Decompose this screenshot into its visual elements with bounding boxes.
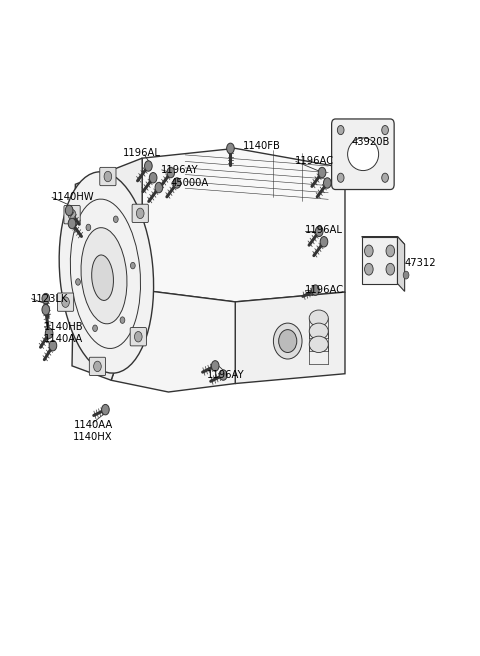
Circle shape: [42, 293, 49, 304]
Circle shape: [167, 167, 175, 178]
Circle shape: [337, 173, 344, 182]
Ellipse shape: [59, 172, 154, 373]
Circle shape: [120, 317, 125, 323]
Polygon shape: [235, 292, 345, 384]
Circle shape: [65, 205, 73, 216]
Circle shape: [382, 173, 388, 182]
Circle shape: [136, 208, 144, 218]
Circle shape: [312, 285, 319, 295]
Polygon shape: [397, 237, 405, 291]
FancyBboxPatch shape: [130, 327, 146, 346]
Polygon shape: [142, 148, 345, 302]
Text: 1196AC: 1196AC: [295, 156, 334, 167]
Polygon shape: [72, 158, 142, 380]
FancyBboxPatch shape: [132, 204, 148, 222]
Text: 1196AY: 1196AY: [161, 165, 199, 175]
Circle shape: [211, 361, 219, 371]
Text: 1196AL: 1196AL: [123, 148, 161, 158]
Text: 1140AA: 1140AA: [43, 334, 83, 344]
Circle shape: [86, 224, 91, 231]
Text: 1196AL: 1196AL: [304, 225, 342, 235]
Circle shape: [45, 328, 53, 338]
Ellipse shape: [348, 138, 379, 171]
Text: 1140HB: 1140HB: [43, 321, 83, 332]
Ellipse shape: [279, 329, 297, 352]
Circle shape: [364, 263, 373, 275]
Circle shape: [149, 173, 157, 183]
Circle shape: [113, 216, 118, 222]
Ellipse shape: [81, 228, 127, 324]
Circle shape: [155, 182, 163, 193]
Circle shape: [173, 178, 181, 188]
Circle shape: [386, 263, 395, 275]
Circle shape: [68, 218, 76, 229]
Circle shape: [227, 143, 234, 154]
Circle shape: [93, 325, 97, 331]
Circle shape: [94, 361, 101, 372]
Ellipse shape: [309, 310, 328, 327]
Polygon shape: [362, 237, 405, 245]
Circle shape: [49, 340, 57, 351]
FancyBboxPatch shape: [89, 358, 106, 375]
Circle shape: [315, 226, 323, 237]
Text: 1123LK: 1123LK: [31, 294, 68, 304]
Text: 1140FB: 1140FB: [242, 142, 280, 152]
Text: 47312: 47312: [405, 258, 436, 268]
Ellipse shape: [274, 323, 302, 359]
Ellipse shape: [92, 255, 113, 300]
Polygon shape: [111, 290, 235, 392]
Circle shape: [382, 125, 388, 134]
Text: 1196AC: 1196AC: [304, 285, 344, 295]
FancyBboxPatch shape: [58, 293, 73, 312]
Ellipse shape: [309, 336, 328, 352]
Circle shape: [62, 297, 69, 308]
FancyBboxPatch shape: [100, 167, 116, 186]
Circle shape: [318, 167, 326, 178]
Ellipse shape: [309, 323, 328, 339]
FancyBboxPatch shape: [64, 205, 80, 224]
FancyBboxPatch shape: [332, 119, 394, 190]
Text: 45000A: 45000A: [171, 178, 209, 188]
Circle shape: [104, 171, 112, 182]
Text: 1140HW: 1140HW: [51, 192, 94, 202]
Circle shape: [134, 331, 142, 342]
Circle shape: [320, 237, 328, 247]
Circle shape: [68, 209, 76, 220]
Circle shape: [403, 271, 409, 279]
Circle shape: [76, 279, 80, 285]
Circle shape: [144, 161, 152, 171]
Polygon shape: [362, 237, 397, 283]
Text: 1140HX: 1140HX: [73, 432, 113, 442]
Circle shape: [42, 304, 49, 315]
Circle shape: [219, 370, 227, 380]
Circle shape: [324, 178, 331, 188]
Circle shape: [102, 405, 109, 415]
Text: 1140AA: 1140AA: [73, 420, 113, 430]
Circle shape: [131, 262, 135, 269]
Circle shape: [386, 245, 395, 256]
Circle shape: [364, 245, 373, 256]
Text: 1196AY: 1196AY: [207, 370, 244, 380]
Circle shape: [337, 125, 344, 134]
Text: 43920B: 43920B: [352, 137, 390, 147]
